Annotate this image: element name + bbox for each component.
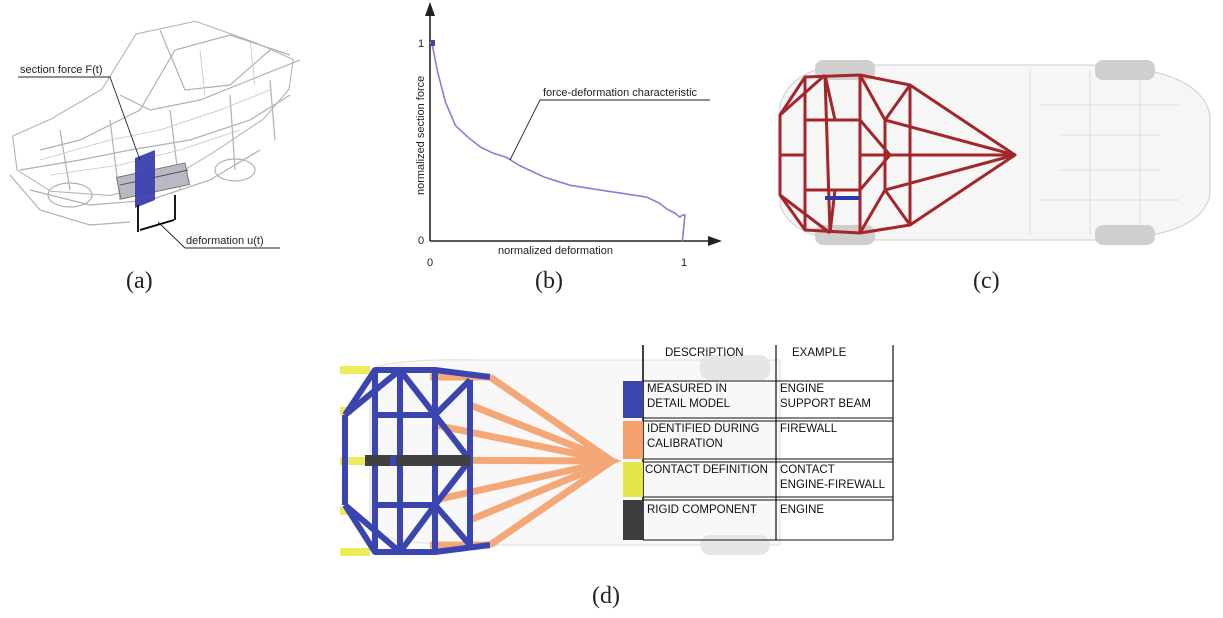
y-tick-1: 1 xyxy=(418,38,424,50)
row1-example-line1: ENGINE xyxy=(780,383,824,395)
crash-frame xyxy=(778,73,1017,235)
label-section-force: section force F(t) xyxy=(20,64,103,76)
car-body-outline xyxy=(779,64,1211,241)
y-tick-0: 0 xyxy=(418,235,424,247)
deformation-bracket xyxy=(137,195,176,232)
colored-frame-diagram: DESCRIPTION EXAMPLE MEASURED IN DETAIL M… xyxy=(340,345,894,556)
row2-description-line2: CALIBRATION xyxy=(647,438,723,450)
table-header-description: DESCRIPTION xyxy=(665,347,744,359)
y-axis-arrow xyxy=(425,2,435,16)
row4-description-line1: RIGID COMPONENT xyxy=(647,504,757,516)
row1-description-line2: DETAIL MODEL xyxy=(647,398,731,410)
panel-a: section force F(t) deformation u(t) xyxy=(0,0,301,300)
swatch-identified xyxy=(623,421,643,459)
x-tick-1: 1 xyxy=(681,257,687,269)
section-force-plane xyxy=(135,150,155,208)
panel-c xyxy=(760,45,1220,260)
row3-example-line2: ENGINE-FIREWALL xyxy=(780,479,886,491)
x-tick-0: 0 xyxy=(427,257,433,269)
force-deformation-chart: normalized section force normalized defo… xyxy=(415,2,722,269)
row3-example-line1: CONTACT xyxy=(780,464,835,476)
series-start-marker xyxy=(431,40,435,46)
panel-d: DESCRIPTION EXAMPLE MEASURED IN DETAIL M… xyxy=(340,340,900,560)
row1-description-line1: MEASURED IN xyxy=(647,383,727,395)
x-axis-arrow xyxy=(708,236,722,246)
table-header-example: EXAMPLE xyxy=(792,347,847,359)
row2-example-line1: FIREWALL xyxy=(780,423,838,435)
swatch-rigid xyxy=(623,500,643,540)
legend-table: DESCRIPTION EXAMPLE MEASURED IN DETAIL M… xyxy=(623,345,894,541)
caption-b: (b) xyxy=(535,268,563,294)
car-body-3d-wireframe: section force F(t) deformation u(t) xyxy=(9,20,301,249)
car-top-view-frame xyxy=(778,60,1211,245)
row1-example-line2: SUPPORT BEAM xyxy=(780,398,871,410)
caption-c: (c) xyxy=(973,268,1000,294)
series-line xyxy=(429,41,686,242)
label-deformation: deformation u(t) xyxy=(186,235,264,247)
swatch-measured xyxy=(623,381,643,418)
caption-d: (d) xyxy=(592,583,620,609)
wheel-rear-right xyxy=(1095,225,1155,245)
row2-description-line1: IDENTIFIED DURING xyxy=(647,423,760,435)
annotation-label: force-deformation characteristic xyxy=(543,87,698,99)
wheel-rear-left xyxy=(1095,60,1155,80)
x-axis-label: normalized deformation xyxy=(498,245,613,257)
row3-description-line1: CONTACT DEFINITION xyxy=(645,464,768,476)
row4-example-line1: ENGINE xyxy=(780,504,824,516)
y-axis-label: normalized section force xyxy=(415,76,427,195)
panel-b: normalized section force normalized defo… xyxy=(400,0,730,270)
rigid-engine-bar xyxy=(365,455,470,466)
caption-a: (a) xyxy=(126,268,153,294)
swatch-contact xyxy=(623,462,643,497)
